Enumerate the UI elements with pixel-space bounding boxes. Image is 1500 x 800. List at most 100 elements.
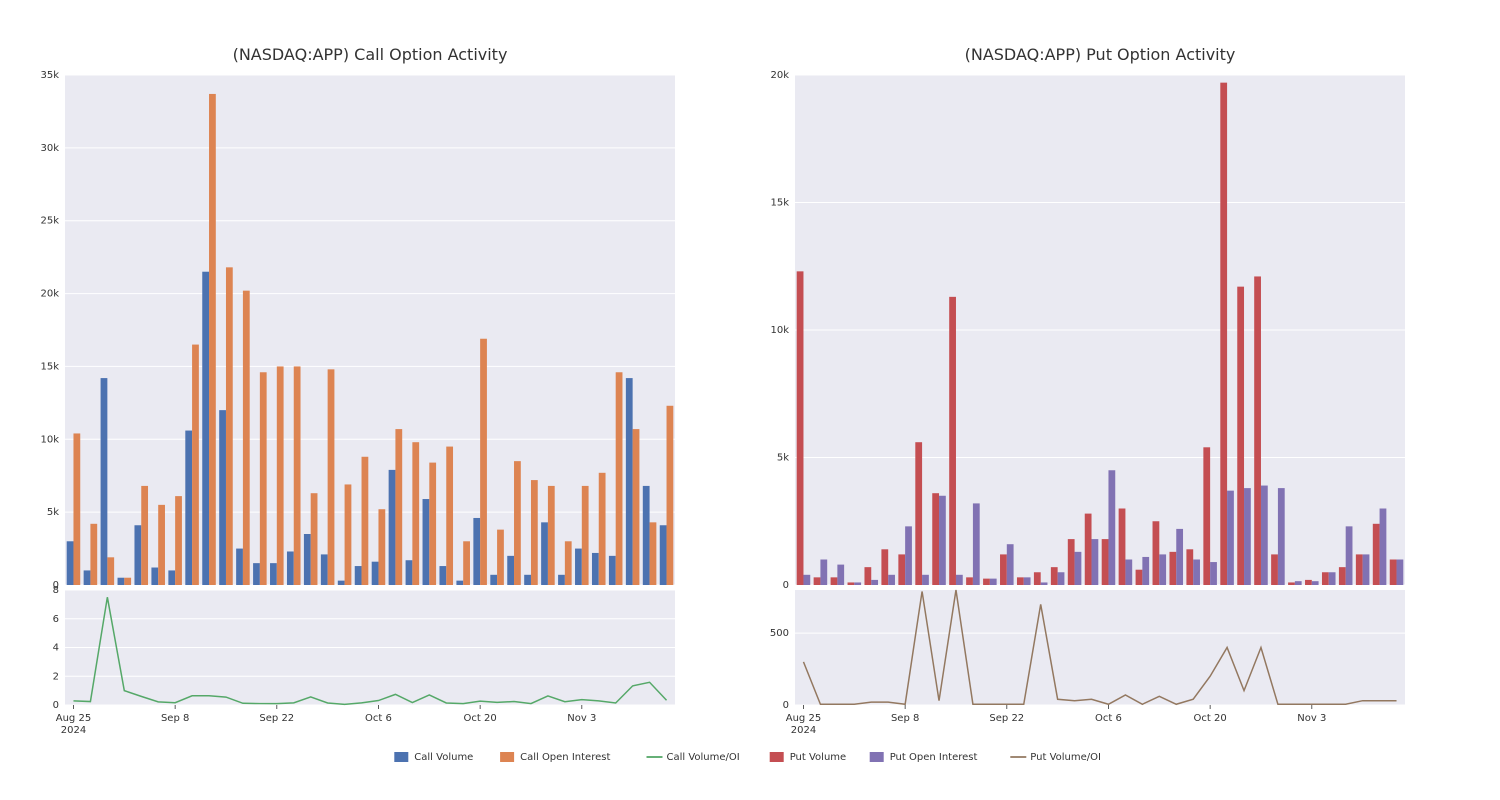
- ytick: 35k: [40, 70, 59, 81]
- bar-put-open-interest: [1092, 539, 1099, 585]
- ytick: 6: [53, 614, 59, 625]
- bar-call-open-interest: [209, 94, 216, 585]
- bar-call-volume: [524, 575, 531, 585]
- bar-put-volume: [1356, 554, 1363, 585]
- bar-call-volume: [253, 563, 260, 585]
- bar-call-open-interest: [395, 429, 402, 585]
- bar-call-volume: [134, 525, 141, 585]
- bar-call-open-interest: [107, 557, 114, 585]
- legend-label: Call Volume/OI: [667, 752, 740, 763]
- bar-put-open-interest: [973, 503, 980, 585]
- bar-call-open-interest: [650, 522, 657, 585]
- bar-put-open-interest: [1346, 526, 1353, 585]
- bar-put-volume: [1220, 83, 1227, 585]
- bar-call-open-interest: [582, 486, 589, 585]
- bar-call-open-interest: [548, 486, 555, 585]
- bar-call-volume: [185, 431, 192, 585]
- bar-put-open-interest: [1176, 529, 1183, 585]
- bar-put-open-interest: [1329, 572, 1336, 585]
- bar-put-open-interest: [1125, 560, 1132, 586]
- bar-call-open-interest: [141, 486, 148, 585]
- bar-call-volume: [575, 549, 582, 585]
- ytick: 8: [53, 585, 59, 596]
- bar-call-open-interest: [192, 345, 199, 585]
- bar-put-open-interest: [1007, 544, 1014, 585]
- bar-call-open-interest: [463, 541, 470, 585]
- ytick: 20k: [40, 289, 59, 300]
- bar-call-volume: [660, 525, 667, 585]
- bar-call-open-interest: [446, 447, 453, 585]
- bar-call-volume: [406, 560, 413, 585]
- bar-put-volume: [1237, 287, 1244, 585]
- x-year-label: 2024: [61, 725, 86, 736]
- bar-call-open-interest: [531, 480, 538, 585]
- bar-put-open-interest: [1159, 554, 1166, 585]
- bar-put-open-interest: [1227, 491, 1234, 585]
- bar-call-open-interest: [429, 463, 436, 585]
- bar-put-open-interest: [922, 575, 929, 585]
- bar-call-open-interest: [497, 530, 504, 585]
- bar-put-open-interest: [1397, 560, 1404, 586]
- right-title: (NASDAQ:APP) Put Option Activity: [965, 45, 1236, 64]
- bar-call-volume: [507, 556, 514, 585]
- legend-label: Call Open Interest: [520, 752, 610, 763]
- bar-put-volume: [1373, 524, 1380, 585]
- legend-item: Call Volume: [394, 752, 473, 763]
- legend-label: Put Volume: [790, 752, 846, 763]
- bar-put-volume: [1051, 567, 1058, 585]
- bar-put-volume: [932, 493, 939, 585]
- bar-put-open-interest: [803, 575, 810, 585]
- bar-call-volume: [304, 534, 311, 585]
- ytick: 0: [53, 700, 59, 711]
- right-bar-panel: (NASDAQ:APP) Put Option Activity05k10k15…: [770, 45, 1405, 591]
- xtick-label: Oct 6: [365, 713, 392, 724]
- bar-call-open-interest: [277, 366, 284, 585]
- right-line-panel: 0500Aug 25Sep 8Sep 22Oct 6Oct 20Nov 3202…: [770, 590, 1405, 736]
- legend-item: Put Volume/OI: [1010, 752, 1101, 763]
- bar-call-volume: [101, 378, 108, 585]
- xtick-label: Sep 8: [891, 713, 919, 724]
- bar-put-volume: [864, 567, 871, 585]
- bar-put-volume: [1034, 572, 1041, 585]
- bar-put-open-interest: [1024, 577, 1031, 585]
- bar-put-open-interest: [888, 575, 895, 585]
- bar-call-volume: [643, 486, 650, 585]
- bar-call-open-interest: [599, 473, 606, 585]
- bar-call-open-interest: [328, 369, 335, 585]
- bar-call-volume: [355, 566, 362, 585]
- bar-put-open-interest: [1363, 554, 1370, 585]
- bar-put-open-interest: [1244, 488, 1251, 585]
- bar-put-open-interest: [837, 565, 844, 585]
- bar-put-open-interest: [1058, 572, 1065, 585]
- ytick: 20k: [770, 70, 789, 81]
- bar-put-open-interest: [1142, 557, 1149, 585]
- bar-put-volume: [881, 549, 888, 585]
- bar-put-volume: [915, 442, 922, 585]
- bar-put-open-interest: [820, 560, 827, 586]
- bar-call-open-interest: [311, 493, 318, 585]
- bar-put-open-interest: [871, 580, 878, 585]
- bar-put-open-interest: [1075, 552, 1082, 585]
- bar-call-volume: [389, 470, 396, 585]
- bar-put-volume: [848, 582, 855, 585]
- bar-put-volume: [1305, 580, 1312, 585]
- bar-put-volume: [1322, 572, 1329, 585]
- bar-call-volume: [541, 522, 548, 585]
- bar-put-open-interest: [990, 579, 997, 585]
- figure: (NASDAQ:APP) Call Option Activity05k10k1…: [0, 0, 1500, 800]
- bar-put-open-interest: [939, 496, 946, 585]
- left-title: (NASDAQ:APP) Call Option Activity: [233, 45, 508, 64]
- bar-call-open-interest: [90, 524, 97, 585]
- ytick: 500: [770, 628, 789, 639]
- bar-call-open-interest: [175, 496, 182, 585]
- bar-call-volume: [558, 575, 565, 585]
- bar-put-open-interest: [1380, 509, 1387, 586]
- bar-put-volume: [1085, 514, 1092, 585]
- ytick: 10k: [770, 325, 789, 336]
- bar-call-volume: [84, 570, 91, 585]
- ytick: 5k: [47, 507, 59, 518]
- bar-put-volume: [1102, 539, 1109, 585]
- bar-call-volume: [287, 551, 294, 585]
- x-year-label: 2024: [791, 725, 816, 736]
- bar-call-volume: [321, 554, 328, 585]
